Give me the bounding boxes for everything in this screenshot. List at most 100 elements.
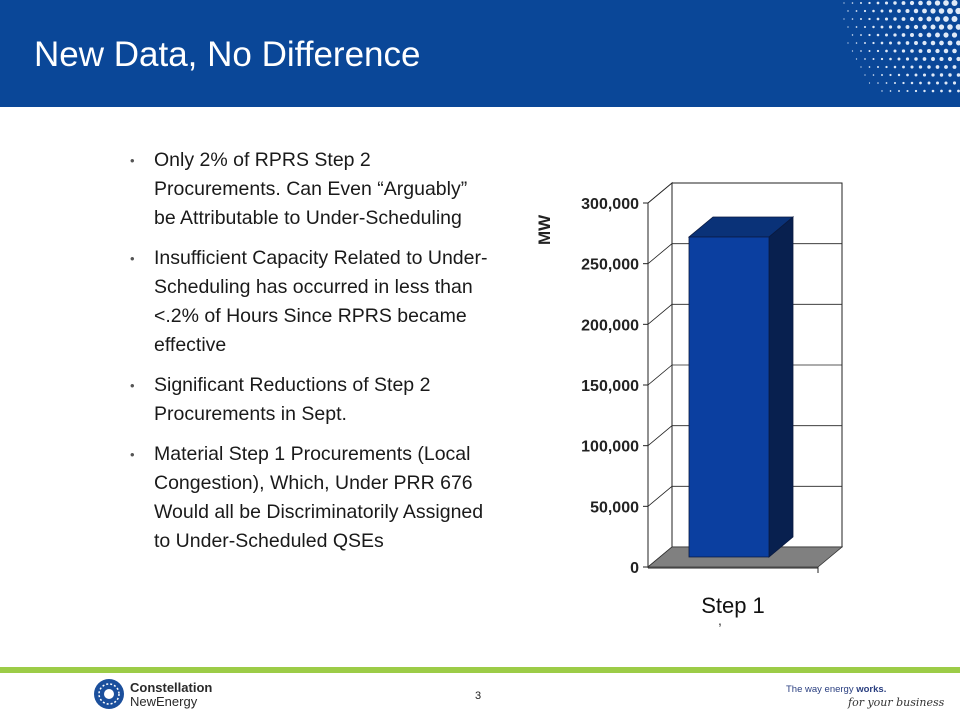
halftone-dot: [902, 65, 905, 69]
constellation-logo-icon: [94, 679, 124, 709]
company-name: Constellation: [130, 680, 213, 695]
bullet-text: Insufficient Capacity Related to Under-S…: [154, 247, 488, 356]
halftone-dot: [860, 66, 862, 68]
halftone-dot: [935, 81, 940, 85]
halftone-dot: [955, 24, 960, 30]
bullet-text: Significant Reductions of Step 2 Procure…: [154, 374, 431, 425]
halftone-dot: [939, 73, 944, 77]
halftone-dot: [914, 41, 918, 45]
halftone-dot: [934, 0, 941, 6]
halftone-dot: [948, 89, 952, 93]
halftone-dot: [947, 40, 953, 46]
halftone-dot: [864, 74, 866, 76]
halftone-dot: [952, 81, 957, 85]
halftone-dot: [877, 66, 879, 68]
halftone-dot: [935, 48, 940, 54]
slide-title: New Data, No Difference: [34, 35, 421, 74]
halftone-dot: [893, 65, 897, 69]
halftone-dot: [956, 73, 960, 77]
halftone-dot: [851, 50, 854, 52]
halftone-dot: [888, 25, 893, 29]
halftone-dot: [880, 25, 884, 29]
bullet-text: Only 2% of RPRS Step 2 Procurements. Can…: [154, 149, 468, 229]
halftone-dot: [918, 65, 923, 69]
halftone-dot: [906, 73, 909, 77]
halftone-dot: [905, 57, 910, 61]
y-tick-label: 300,000: [581, 196, 639, 213]
halftone-dot: [926, 32, 932, 38]
halftone-dot: [930, 24, 936, 30]
halftone-dot: [926, 16, 932, 22]
halftone-dot: [909, 0, 915, 6]
halftone-dot: [930, 40, 936, 46]
halftone-dot: [876, 49, 880, 53]
halftone-dot: [905, 25, 910, 29]
halftone-dot: [944, 81, 948, 85]
halftone-dot: [888, 9, 893, 13]
halftone-dot: [948, 73, 952, 77]
halftone-dot: [922, 40, 927, 46]
page-number: 3: [475, 690, 482, 702]
y-tick-label: 50,000: [590, 499, 639, 516]
halftone-dot: [872, 74, 875, 76]
halftone-dot: [893, 33, 897, 37]
halftone-dot: [898, 90, 900, 92]
halftone-dot: [872, 9, 875, 13]
halftone-dot: [876, 33, 880, 37]
halftone-dot: [957, 89, 960, 93]
halftone-dot: [938, 8, 945, 14]
halftone-dot: [935, 65, 940, 69]
halftone-dot: [939, 56, 944, 62]
halftone-dot: [947, 24, 953, 30]
bar: [688, 236, 770, 558]
halftone-dot: [872, 25, 875, 29]
halftone-dot: [897, 73, 901, 77]
halftone-dot: [880, 41, 884, 45]
halftone-dot: [863, 25, 867, 29]
bullet-item: • Significant Reductions of Step 2 Procur…: [130, 371, 490, 429]
halftone-dot: [885, 65, 888, 69]
halftone-dot: [913, 24, 919, 30]
halftone-dot: [863, 9, 867, 13]
y-axis-label: MW: [535, 214, 554, 245]
halftone-dot: [951, 32, 958, 38]
halftone-dot: [880, 9, 884, 13]
halftone-dot: [868, 82, 871, 84]
bullet-list: • Only 2% of RPRS Step 2 Procurements. Ca…: [130, 146, 490, 567]
halftone-dot: [951, 16, 958, 22]
halftone-dot: [919, 81, 922, 85]
halftone-dot: [947, 56, 953, 62]
halftone-dot: [880, 57, 884, 61]
halftone-dot: [881, 74, 883, 76]
halftone-dot: [910, 33, 914, 37]
halftone-dot: [868, 50, 871, 52]
halftone-dot: [902, 81, 905, 85]
halftone-dot: [855, 26, 858, 28]
halftone-dot: [851, 2, 854, 4]
halftone-dot: [906, 89, 909, 93]
halftone-dot: [889, 73, 892, 77]
halftone-dot: [851, 34, 854, 36]
halftone-dot: [876, 17, 880, 21]
y-tick-label: 100,000: [581, 439, 639, 456]
halftone-dot: [901, 33, 906, 37]
halftone-dot: [918, 0, 923, 6]
tagline: The way energy works.: [786, 684, 886, 695]
halftone-dot: [931, 73, 935, 77]
halftone-dot: [940, 89, 943, 93]
halftone-dot: [877, 82, 879, 84]
halftone-dot: [847, 42, 849, 44]
halftone-dot: [889, 57, 892, 61]
halftone-dot: [868, 17, 871, 21]
halftone-dot: [934, 16, 941, 22]
halftone-dot: [931, 57, 935, 61]
halftone-dot: [955, 7, 960, 15]
halftone-dot: [893, 49, 897, 53]
halftone-dot: [913, 8, 919, 14]
halftone-dot: [943, 16, 949, 22]
halftone-dot: [889, 41, 892, 45]
y-tick-label: 0: [630, 560, 639, 577]
bullet-marker: •: [130, 251, 135, 266]
halftone-dot: [864, 58, 866, 60]
halftone-dot: [926, 0, 932, 6]
